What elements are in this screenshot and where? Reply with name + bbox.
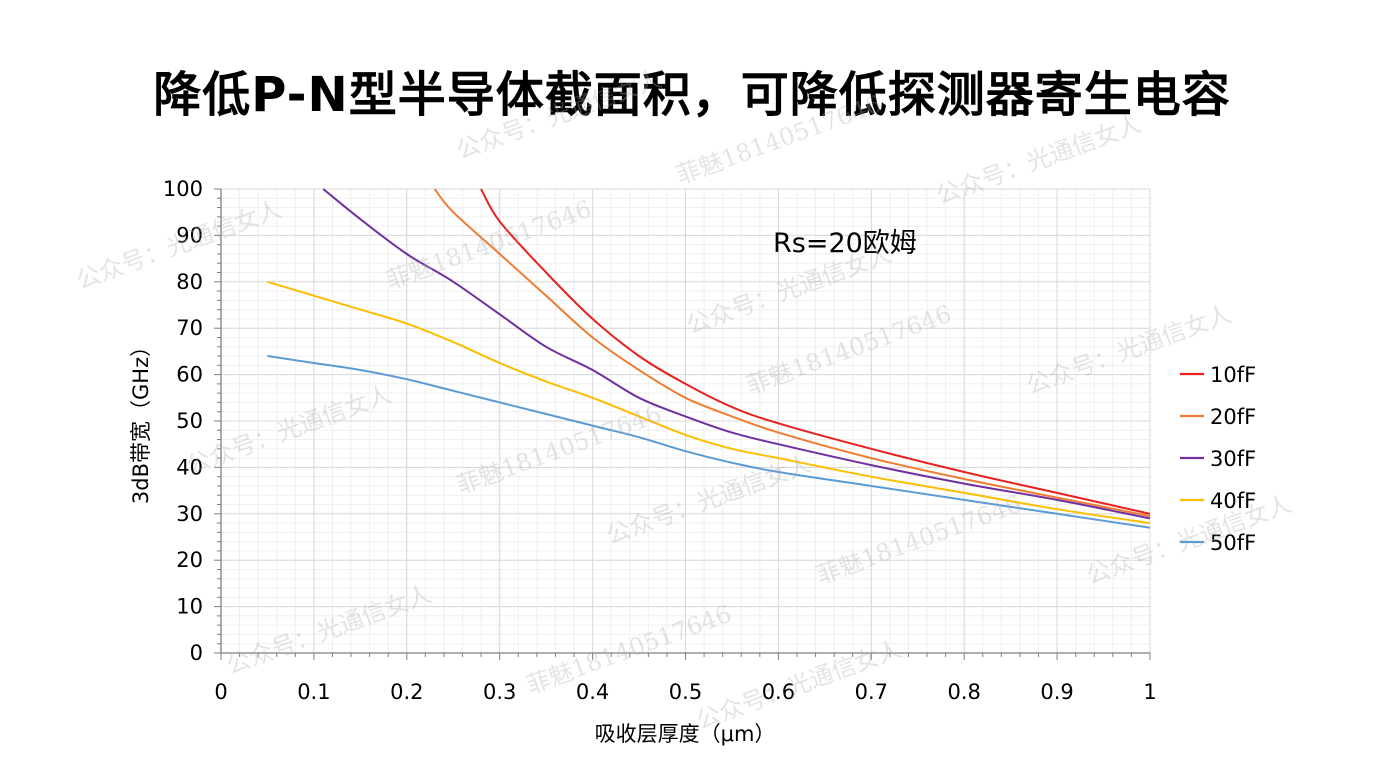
series-line-10fF — [480, 188, 1151, 515]
chart-legend: 10fF 20fF 30fF 40fF 50fF — [1180, 363, 1256, 555]
chart-axes — [214, 188, 1151, 660]
x-tick-label: 0.7 — [855, 680, 888, 704]
y-tick-label: 0 — [190, 641, 203, 665]
series-lines — [267, 188, 1151, 529]
y-tick-labels: 0 10 20 30 40 50 60 70 80 90 100 — [163, 177, 203, 665]
y-tick-label: 70 — [176, 316, 203, 340]
x-tick-label: 0.5 — [669, 680, 702, 704]
series-line-20fF — [433, 188, 1151, 518]
y-axis-label: 3dB带宽（GHz） — [129, 336, 153, 504]
legend-label-20fF: 20fF — [1210, 405, 1256, 429]
x-axis-label: 吸收层厚度（μm） — [595, 722, 776, 746]
x-tick-label: 0.8 — [947, 680, 980, 704]
x-tick-label: 0.3 — [483, 680, 516, 704]
y-tick-label: 10 — [176, 595, 203, 619]
x-tick-label: 1 — [1143, 680, 1156, 704]
y-tick-label: 30 — [176, 502, 203, 526]
resistance-annotation: Rs=20欧姆 — [773, 228, 917, 259]
y-tick-label: 40 — [176, 455, 203, 479]
y-tick-label: 90 — [176, 223, 203, 247]
x-tick-label: 0.6 — [762, 680, 795, 704]
x-tick-label: 0.1 — [297, 680, 330, 704]
y-tick-label: 100 — [163, 177, 203, 201]
y-tick-label: 50 — [176, 409, 203, 433]
series-line-40fF — [267, 280, 1151, 525]
series-line-50fF — [267, 355, 1151, 529]
x-tick-labels: 0 0.1 0.2 0.3 0.4 0.5 0.6 0.7 0.8 0.9 1 — [214, 680, 1156, 704]
y-tick-label: 80 — [176, 270, 203, 294]
x-tick-label: 0.9 — [1040, 680, 1073, 704]
page-title: 降低P-N型半导体截面积，可降低探测器寄生电容 — [153, 67, 1231, 123]
legend-label-30fF: 30fF — [1210, 447, 1256, 471]
chart-grid-major — [220, 188, 1151, 654]
legend-label-40fF: 40fF — [1210, 489, 1256, 513]
x-tick-label: 0.2 — [390, 680, 423, 704]
y-tick-label: 20 — [176, 548, 203, 572]
legend-label-10fF: 10fF — [1210, 363, 1256, 387]
legend-label-50fF: 50fF — [1210, 531, 1256, 555]
y-tick-label: 60 — [176, 363, 203, 387]
x-tick-label: 0.4 — [576, 680, 609, 704]
x-tick-label: 0 — [214, 680, 227, 704]
series-line-30fF — [322, 188, 1151, 520]
